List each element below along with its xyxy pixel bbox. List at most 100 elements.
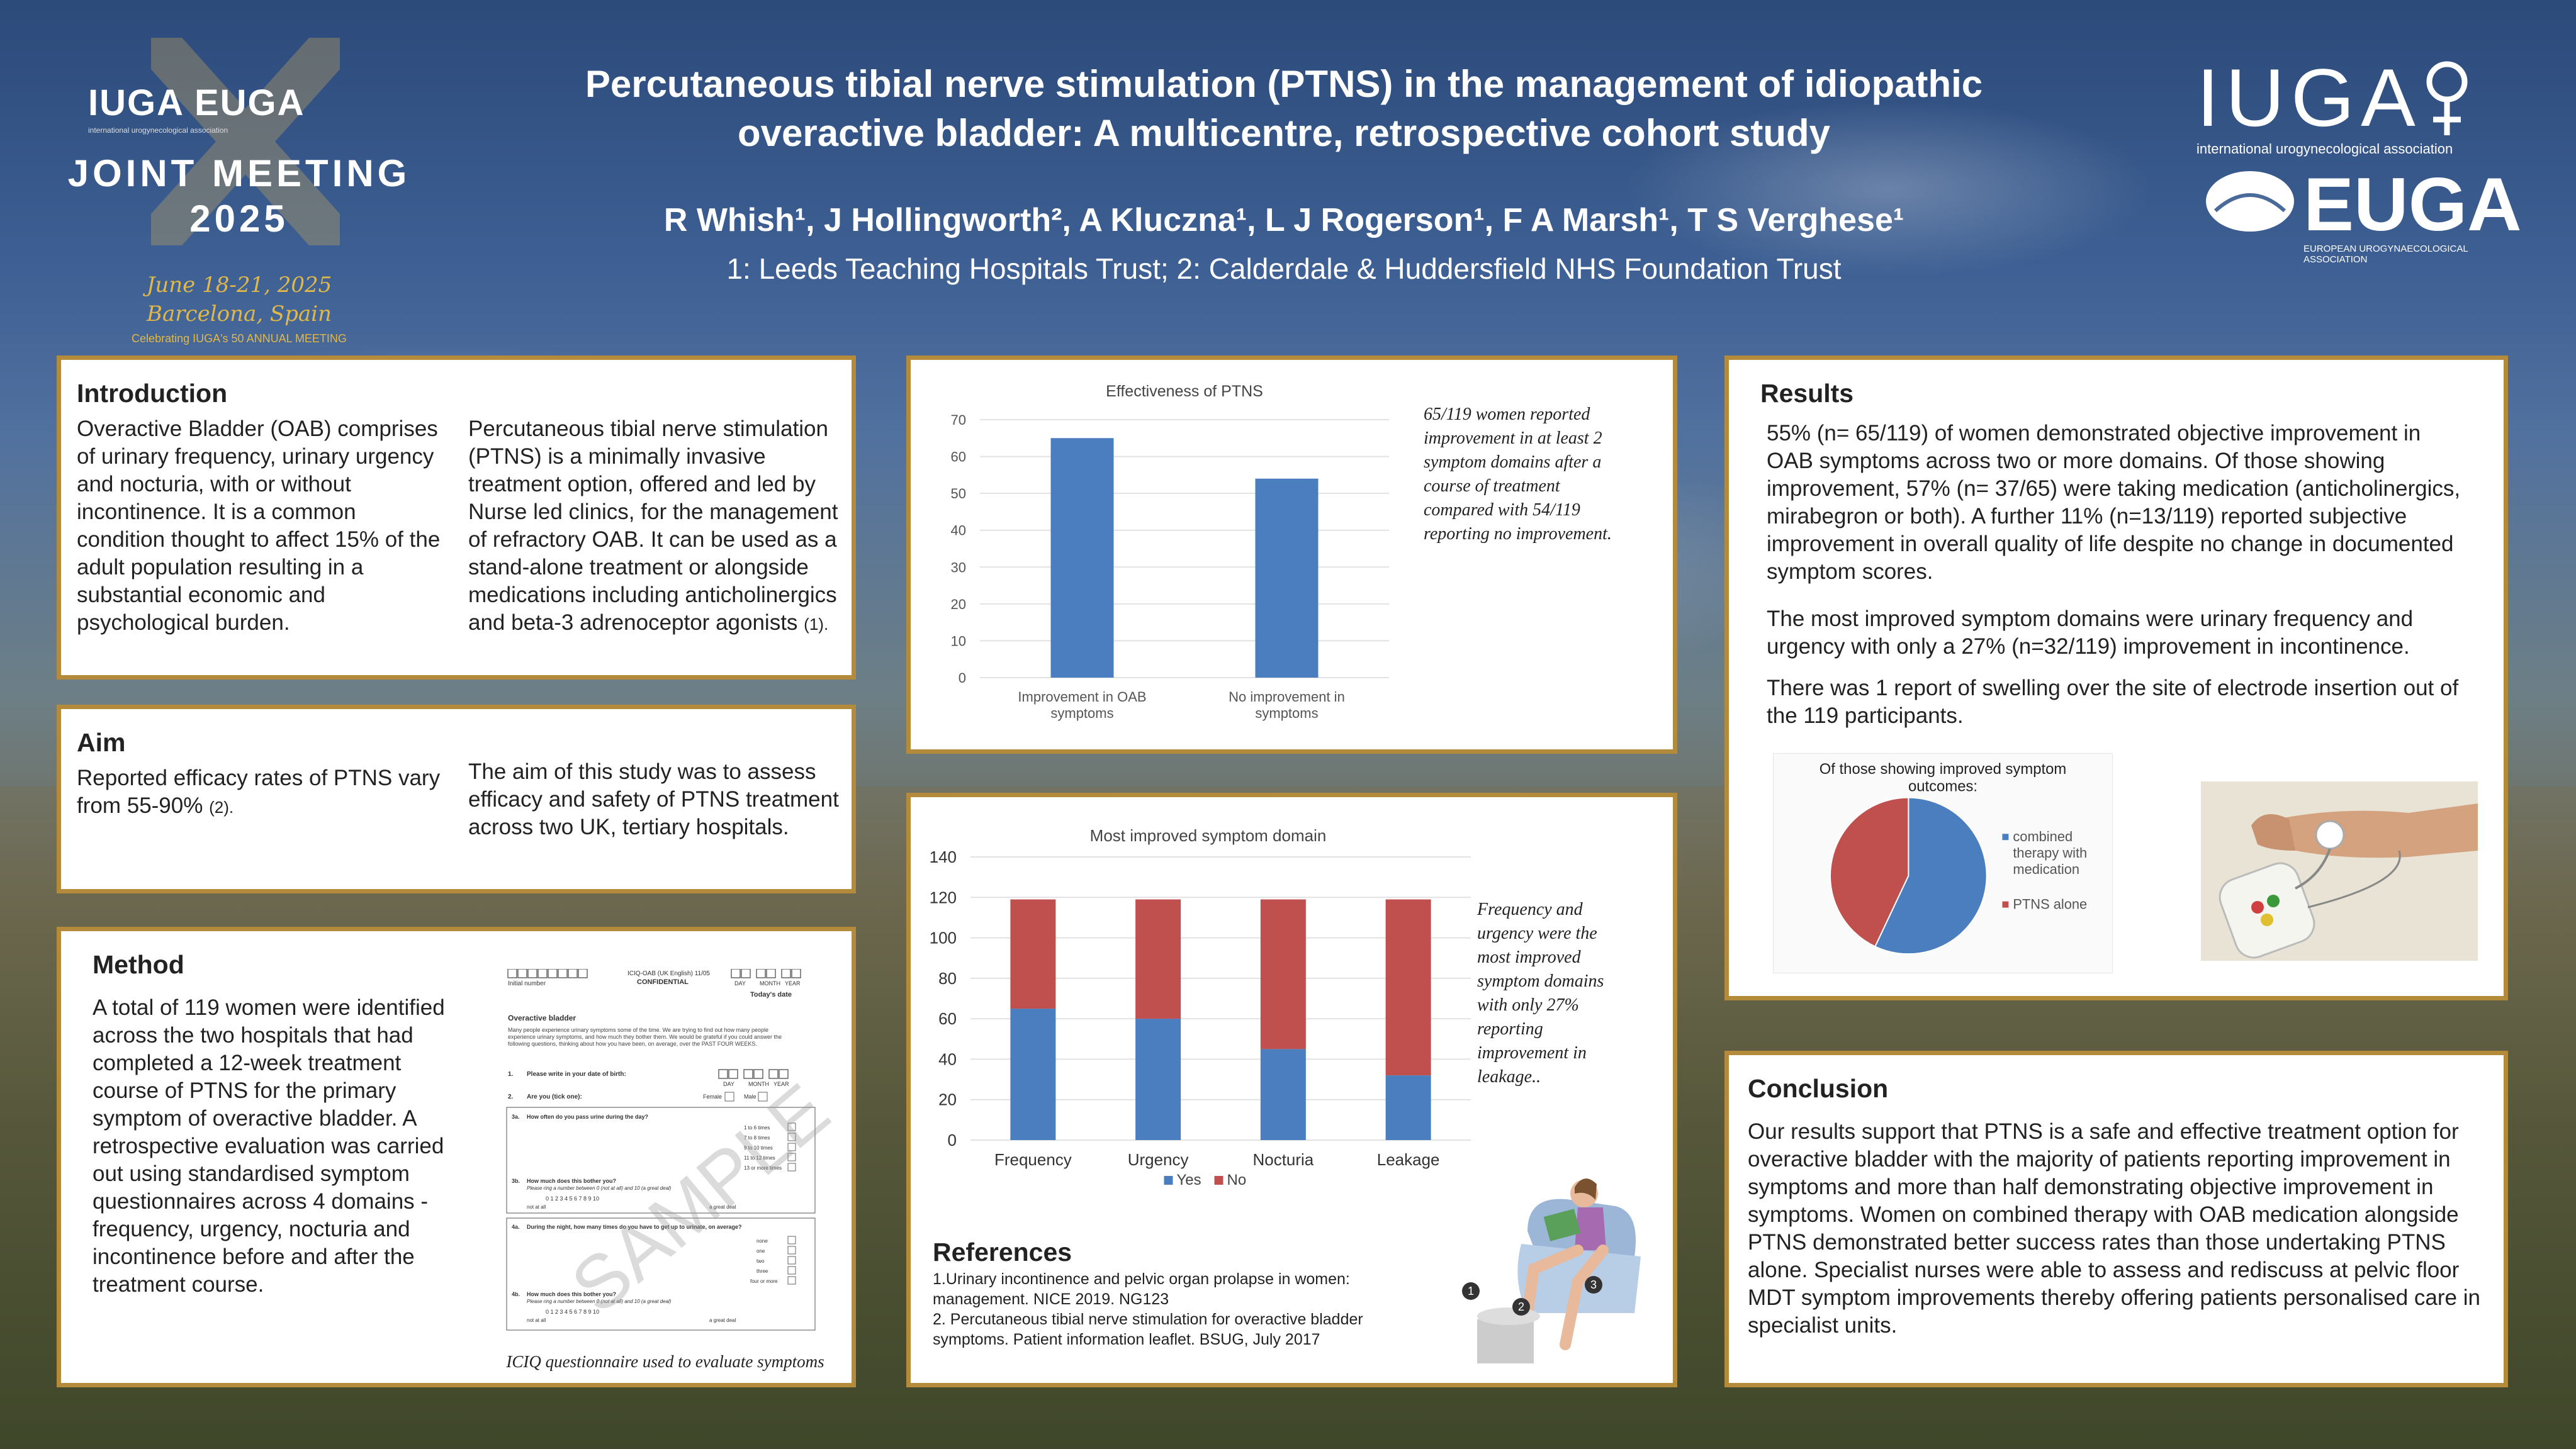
x-tick-label: Leakage — [1377, 1150, 1440, 1169]
ptns-device-photo — [2201, 781, 2478, 961]
y-tick-label: 40 — [951, 523, 966, 539]
euga-tagline: EUROPEAN UROGYNAECOLOGICAL ASSOCIATION — [2303, 243, 2468, 265]
pie-slice — [1874, 797, 1988, 955]
y-tick-label: 140 — [930, 848, 957, 866]
bar-segment — [1260, 899, 1306, 1049]
form-q3a: How often do you pass urine during the d… — [527, 1114, 648, 1120]
bar-segment — [1135, 899, 1181, 1019]
x-tick-label: Frequency — [994, 1150, 1072, 1169]
form-q4a-opt2: one — [756, 1248, 765, 1254]
form-q4a-opt3: two — [756, 1258, 765, 1264]
x-tick-label: symptoms — [1255, 705, 1318, 721]
introduction-panel: Introduction Overactive Bladder (OAB) co… — [57, 355, 856, 680]
form-q3a-opt2: 7 to 8 times — [744, 1135, 770, 1141]
bar-segment — [1010, 1009, 1056, 1140]
legend-label: medication — [2013, 861, 2079, 877]
bar-segment — [1260, 1049, 1306, 1140]
introduction-title: Introduction — [77, 379, 228, 408]
form-q3b: How much does this bother you? — [527, 1178, 616, 1184]
form-male: Male — [744, 1094, 756, 1100]
iuga-wordmark: IUGA — [2196, 52, 2422, 143]
form-great-deal-2: a great deal — [709, 1318, 736, 1323]
svg-text:4b.: 4b. — [512, 1291, 520, 1297]
legend-label: No — [1227, 1172, 1247, 1189]
euga-emblem-icon — [2206, 171, 2294, 232]
step-1-marker — [1462, 1282, 1480, 1300]
form-not-at-all: not at all — [527, 1204, 546, 1210]
treatment-pie-chart: Of those showing improved symptomoutcome… — [1773, 753, 2113, 973]
introduction-col2-text: Percutaneous tibial nerve stimulation (P… — [468, 417, 838, 635]
effectiveness-chart-note: 65/119 women reported improvement in at … — [1424, 405, 1612, 544]
reference-item: 2. Percutaneous tibial nerve stimulation… — [933, 1311, 1363, 1348]
conference-anniversary: Celebrating IUGA's 50 ANNUAL MEETING — [132, 332, 347, 345]
svg-text:3b.: 3b. — [512, 1178, 520, 1184]
introduction-citation: (1). — [804, 615, 829, 634]
form-q4a-opt1: none — [756, 1238, 768, 1244]
form-scale-2: 0 1 2 3 4 5 6 7 8 9 10 — [546, 1309, 599, 1315]
y-tick-label: 80 — [938, 969, 957, 988]
bar — [1050, 438, 1114, 678]
legend-label: PTNS alone — [2013, 897, 2087, 912]
chart-title: Of those showing improved symptom — [1820, 761, 2067, 778]
conclusion-panel: Conclusion Our results support that PTNS… — [1724, 1051, 2508, 1387]
form-q1: Please write in your date of birth: — [527, 1071, 626, 1078]
step-3-marker — [1585, 1276, 1602, 1294]
form-great-deal: a great deal — [709, 1204, 736, 1210]
bar — [1255, 478, 1319, 678]
iuga-tagline: international urogynecological associati… — [2196, 141, 2453, 157]
step-2-marker — [1512, 1298, 1530, 1316]
form-q3a-opt5: 13 or more times — [744, 1165, 782, 1171]
aim-col2: The aim of this study was to assess effi… — [468, 759, 839, 839]
form-todays-date: Today's date — [750, 991, 792, 999]
svg-text:4a.: 4a. — [512, 1224, 520, 1230]
authors: R Whish¹, J Hollingworth², A Kluczna¹, L… — [663, 202, 1904, 238]
conference-location: Barcelona, Spain — [147, 301, 332, 327]
x-tick-label: Improvement in OAB — [1018, 689, 1146, 705]
svg-text:MONTH: MONTH — [748, 1081, 769, 1087]
female-symbol-icon — [2426, 61, 2468, 135]
title-line2: overactive bladder: A multicentre, retro… — [737, 112, 1831, 154]
method-title: Method — [93, 950, 184, 979]
introduction-col2: Percutaneous tibial nerve stimulation (P… — [468, 415, 840, 638]
conference-name: JOINT MEETING 2025 — [63, 151, 415, 242]
form-q4b: How much does this bother you? — [527, 1291, 616, 1297]
euga-logo: EUGA EUROPEAN UROGYNAECOLOGICAL ASSOCIAT… — [2203, 167, 2522, 265]
y-tick-label: 120 — [930, 888, 957, 907]
step-2-label: 2 — [1518, 1301, 1524, 1313]
legend-swatch — [1214, 1176, 1223, 1185]
form-intro: Many people experience urinary symptoms … — [508, 1027, 782, 1047]
bar-segment — [1135, 1019, 1181, 1140]
x-tick-label: symptoms — [1050, 705, 1113, 721]
y-tick-label: 0 — [959, 670, 966, 686]
y-tick-label: 60 — [951, 449, 966, 465]
conference-logo: IUGA EUGA international urogynecological… — [57, 25, 409, 352]
results-paragraph-3: There was 1 report of swelling over the … — [1767, 676, 2459, 728]
x-tick-label: Nocturia — [1252, 1150, 1313, 1169]
poster-title: Percutaneous tibial nerve stimulation (P… — [491, 60, 2077, 158]
form-q3a-opt3: 9 to 10 times — [744, 1145, 773, 1151]
bar-segment — [1010, 899, 1056, 1009]
effectiveness-chart: Effectiveness of PTNS 0 10 20 30 40 50 60 70 Impr… — [951, 383, 1389, 721]
symptom-domain-chart-note: Frequency and urgency were the most impr… — [1477, 900, 1604, 1087]
form-section-title: Overactive bladder — [508, 1014, 576, 1022]
x-tick-label: Urgency — [1128, 1150, 1189, 1169]
x-tick-label: No improvement in — [1229, 689, 1345, 705]
legend-swatch — [2002, 901, 2009, 908]
y-tick-label: 70 — [951, 412, 966, 428]
symptom-domain-chart: Most improved symptom domain 0 20 40 60 80 100… — [930, 826, 1471, 1189]
method-panel: Method A total of 119 women were identif… — [57, 927, 856, 1387]
chart-title: outcomes: — [1908, 778, 1977, 795]
legend-label: Yes — [1177, 1172, 1201, 1189]
results-paragraph-2: The most improved symptom domains were u… — [1767, 607, 2414, 659]
questionnaire-caption: ICIQ questionnaire used to evaluate symp… — [506, 1352, 824, 1371]
references-title: References — [933, 1238, 1072, 1267]
y-tick-label: 60 — [938, 1009, 957, 1028]
aim-col1-text: Reported efficacy rates of PTNS vary fro… — [77, 766, 441, 818]
effectiveness-chart-panel: Effectiveness of PTNS 0 10 20 30 40 50 60 70 Impr… — [906, 355, 1677, 754]
svg-text:YEAR: YEAR — [773, 1081, 789, 1087]
y-tick-label: 50 — [951, 486, 966, 501]
conference-date: June 18-21, 2025 — [146, 272, 332, 298]
svg-text:3a.: 3a. — [512, 1114, 520, 1120]
aim-citation: (2). — [209, 798, 234, 817]
y-tick-label: 100 — [930, 929, 957, 948]
